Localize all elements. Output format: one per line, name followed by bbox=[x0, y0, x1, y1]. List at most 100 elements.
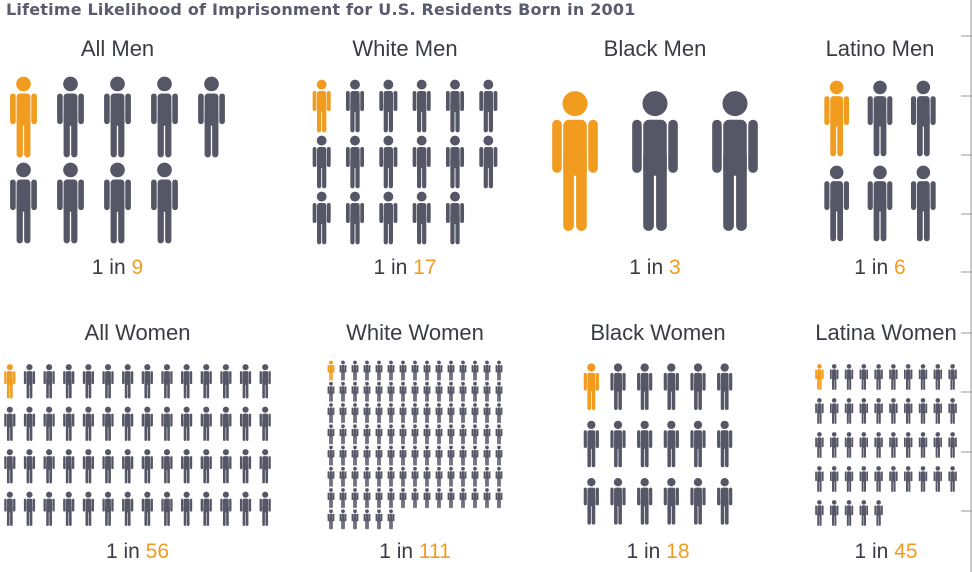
person-icon bbox=[345, 135, 365, 189]
person-icon bbox=[198, 76, 225, 158]
ratio-label: 1 in 111 bbox=[325, 540, 505, 564]
person-icon bbox=[23, 406, 36, 441]
person-icon bbox=[387, 445, 395, 466]
person-icon bbox=[102, 406, 114, 441]
person-icon bbox=[471, 445, 479, 466]
person-icon bbox=[610, 363, 626, 410]
person-icon bbox=[363, 488, 371, 509]
panel-black-men: Black Men 1 in 3 bbox=[535, 0, 775, 572]
person-icon bbox=[663, 420, 679, 468]
person-icon bbox=[423, 488, 431, 509]
person-icon bbox=[867, 80, 893, 157]
person-icon-highlighted bbox=[552, 91, 598, 231]
person-icon bbox=[423, 424, 431, 445]
person-icon bbox=[824, 165, 850, 242]
person-icon bbox=[918, 466, 928, 492]
person-icon bbox=[859, 500, 869, 526]
ratio-label: 1 in 6 bbox=[815, 256, 945, 280]
person-icon bbox=[483, 466, 491, 487]
person-icon bbox=[312, 191, 331, 245]
person-icon bbox=[23, 491, 36, 526]
person-icon bbox=[889, 432, 898, 458]
group-label: All Men bbox=[80, 36, 155, 61]
person-icon bbox=[399, 381, 407, 402]
person-icon bbox=[63, 449, 75, 484]
person-icon bbox=[345, 79, 365, 133]
person-icon bbox=[375, 509, 383, 530]
person-icon bbox=[4, 406, 16, 441]
ratio-prefix: 1 in bbox=[629, 256, 664, 279]
person-icon-highlighted bbox=[815, 364, 824, 390]
ratio-label: 1 in 56 bbox=[0, 540, 275, 564]
person-icon bbox=[141, 406, 153, 441]
person-icon bbox=[495, 466, 503, 487]
person-icon bbox=[200, 491, 212, 526]
person-icon bbox=[379, 79, 398, 133]
person-icon bbox=[471, 381, 479, 402]
person-icon bbox=[327, 424, 335, 445]
group-label: Black Men bbox=[603, 36, 707, 61]
person-icon bbox=[447, 381, 455, 402]
person-icon bbox=[918, 398, 928, 424]
person-icon bbox=[43, 406, 55, 441]
panel-all-women: All Women 1 in 56 bbox=[0, 0, 275, 572]
person-icon bbox=[874, 364, 883, 390]
person-icon bbox=[220, 406, 232, 441]
person-icon bbox=[717, 420, 733, 468]
person-icon bbox=[351, 466, 359, 487]
person-icon bbox=[161, 491, 173, 526]
person-icon bbox=[423, 381, 431, 402]
person-icon bbox=[259, 449, 271, 484]
person-icon bbox=[82, 364, 94, 399]
person-icon bbox=[459, 424, 467, 445]
person-icon bbox=[459, 381, 467, 402]
person-icon bbox=[583, 478, 599, 525]
person-icon bbox=[141, 364, 153, 399]
person-icon bbox=[423, 445, 431, 466]
person-icon bbox=[874, 466, 883, 492]
person-icon-highlighted bbox=[4, 364, 16, 399]
person-icon bbox=[918, 432, 928, 458]
person-icon bbox=[712, 91, 758, 231]
person-icon bbox=[933, 432, 943, 458]
person-icon bbox=[447, 424, 455, 445]
person-icon bbox=[690, 478, 706, 525]
person-icon bbox=[375, 466, 383, 487]
ratio-label: 1 in 17 bbox=[305, 256, 505, 280]
person-icon-highlighted bbox=[327, 360, 335, 381]
person-icon bbox=[122, 364, 134, 399]
panel-all-men: All Men 1 in 9 bbox=[0, 0, 235, 572]
person-icon bbox=[933, 466, 943, 492]
person-icon bbox=[10, 162, 37, 244]
person-icon bbox=[717, 363, 733, 410]
person-icon bbox=[351, 509, 359, 530]
person-icon bbox=[933, 364, 943, 390]
person-icon bbox=[181, 491, 193, 526]
person-icon bbox=[259, 364, 271, 399]
person-icon bbox=[339, 403, 347, 424]
person-icon bbox=[57, 76, 84, 158]
person-icon bbox=[57, 162, 84, 244]
person-icon bbox=[447, 403, 455, 424]
person-icon bbox=[423, 403, 431, 424]
person-icon bbox=[447, 445, 455, 466]
person-icon bbox=[379, 191, 398, 245]
person-icon bbox=[637, 420, 653, 468]
person-icon bbox=[375, 360, 383, 381]
person-icon bbox=[948, 432, 957, 458]
person-icon bbox=[375, 488, 383, 509]
person-icon bbox=[844, 398, 854, 424]
person-icon bbox=[483, 360, 491, 381]
person-icon bbox=[632, 91, 678, 231]
person-icon bbox=[435, 381, 443, 402]
person-icon bbox=[412, 79, 431, 133]
person-icon bbox=[844, 500, 854, 526]
person-icon-grid bbox=[583, 363, 733, 525]
person-icon bbox=[351, 488, 359, 509]
person-icon bbox=[411, 381, 419, 402]
person-icon bbox=[435, 360, 443, 381]
person-icon bbox=[411, 466, 419, 487]
person-icon bbox=[933, 398, 943, 424]
person-icon bbox=[399, 466, 407, 487]
person-icon bbox=[495, 403, 503, 424]
